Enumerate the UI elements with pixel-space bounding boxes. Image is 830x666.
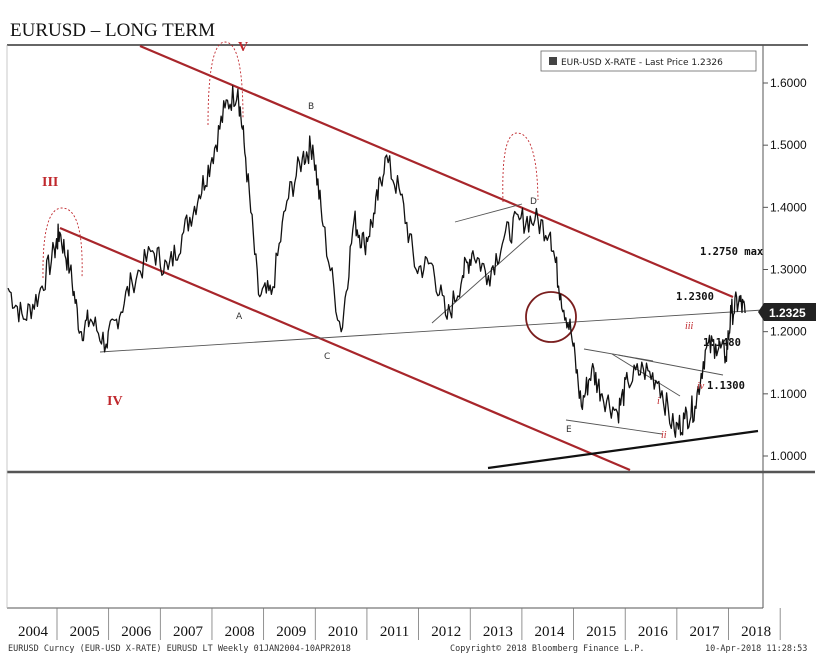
wedge-lower	[565, 419, 663, 435]
subwave-label-iii: iii	[685, 321, 694, 332]
point-label-a: A	[236, 312, 243, 322]
footer-right: 10-Apr-2018 11:28:53	[705, 644, 807, 654]
y-axis: 1.0000 1.1000 1.2000 1.3000 1.4000 1.5000 1.60…	[763, 76, 807, 463]
subwave-label-iv: iv	[697, 381, 705, 392]
chart-title: EURUSD – LONG TERM	[10, 20, 215, 41]
x-tick-label: 2015	[586, 624, 616, 640]
x-tick-label: 2010	[328, 624, 358, 640]
peak-arc-iii	[42, 207, 83, 279]
x-tick-label: 2013	[483, 624, 513, 640]
wave-label-iv: IV	[107, 394, 123, 409]
level-label-1230: 1.2300	[676, 291, 714, 303]
legend-swatch	[549, 57, 557, 65]
footer-left: EURUSD Curncy (EUR-USD X-RATE) EURUSD LT…	[8, 644, 351, 654]
x-tick-label: 2008	[225, 624, 255, 640]
x-tick-label: 2011	[380, 624, 409, 640]
neckline	[99, 309, 764, 353]
x-axis: 2004 2005 2006 2007 2008 2009 2010 2011 2012 2013…	[18, 608, 781, 640]
x-tick-label: 2004	[18, 624, 49, 640]
x-tick-label: 2017	[690, 624, 721, 640]
last-price-value: 1.2325	[769, 306, 806, 320]
footer-center: Copyright© 2018 Bloomberg Finance L.P.	[450, 644, 644, 654]
peak-arc-d	[502, 132, 539, 203]
point-label-c: C	[324, 352, 330, 362]
x-tick-label: 2016	[638, 624, 669, 640]
level-label-1275: 1.2750 max	[700, 246, 764, 258]
level-label-1130: 1.1300	[707, 380, 745, 392]
wedge-diagonal	[611, 353, 681, 397]
wedge-upper-ext	[617, 354, 724, 376]
y-tick-label: 1.6000	[770, 76, 807, 90]
breakdown-circle	[525, 291, 577, 343]
peak-arc-v	[207, 41, 244, 126]
point-label-d: D	[530, 197, 537, 207]
level-label-1148: 1.1480	[703, 337, 741, 349]
x-tick-label: 2014	[535, 624, 566, 640]
x-tick-label: 2018	[741, 624, 771, 640]
upper-channel-line	[139, 44, 734, 299]
y-tick-label: 1.4000	[770, 200, 807, 214]
triangle-2013-upper	[454, 203, 523, 223]
x-tick-label: 2007	[173, 624, 204, 640]
subwave-label-i: i	[657, 396, 660, 407]
y-tick-label: 1.3000	[770, 263, 807, 277]
y-tick-label: 1.1000	[770, 387, 807, 401]
x-tick-label: 2012	[431, 624, 461, 640]
legend-box	[540, 50, 757, 72]
lower-channel-line	[59, 226, 631, 472]
x-tick-label: 2009	[276, 624, 306, 640]
long-support-line	[487, 429, 759, 470]
wave-label-iii: III	[42, 175, 58, 190]
legend-text: EUR-USD X-RATE - Last Price 1.2326	[561, 58, 723, 68]
last-price-tag	[758, 303, 816, 321]
price-series-line	[7, 85, 746, 438]
y-tick-label: 1.2000	[770, 325, 807, 339]
point-label-b: B	[308, 102, 314, 112]
triangle-2013-lower	[431, 235, 531, 324]
wave-label-v: V	[238, 40, 248, 55]
x-tick-label: 2005	[70, 624, 100, 640]
subwave-label-ii: ii	[661, 430, 667, 441]
y-tick-label: 1.5000	[770, 138, 807, 152]
x-tick-label: 2006	[121, 624, 152, 640]
y-tick-label: 1.0000	[770, 449, 807, 463]
point-label-e: E	[566, 425, 572, 435]
